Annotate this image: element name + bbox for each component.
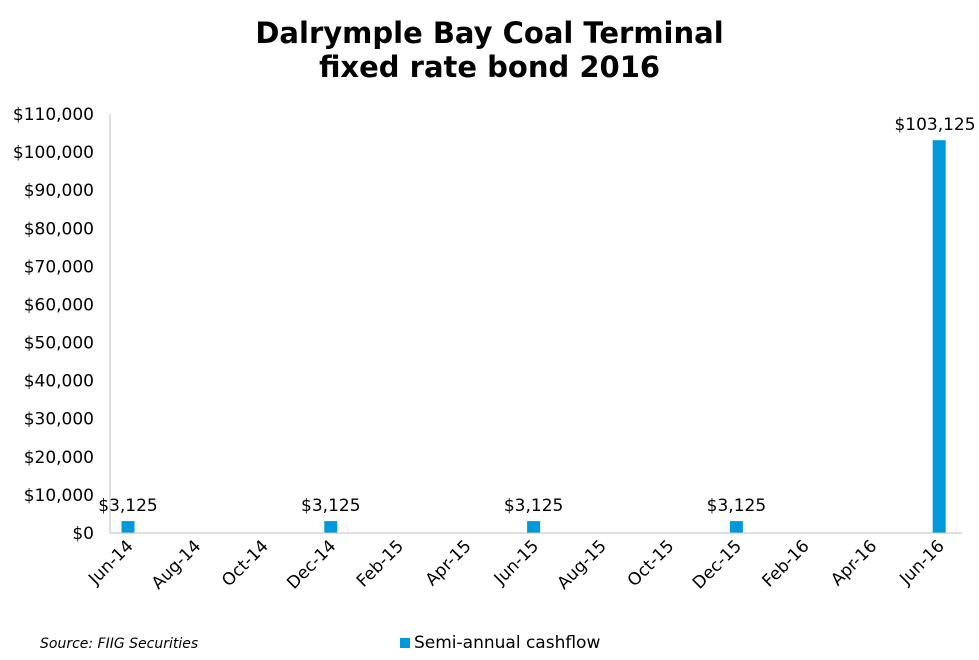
y-tick-label: $20,000 xyxy=(24,448,94,468)
source-note: Source: FIIG Securities xyxy=(40,636,199,652)
x-tick-label: Aug-14 xyxy=(148,536,205,593)
legend-label: Semi-annual cashflow xyxy=(414,633,601,653)
y-tick-label: $110,000 xyxy=(13,105,94,125)
bar xyxy=(527,521,541,533)
x-tick-label: Dec-15 xyxy=(689,536,746,593)
y-tick-label: $80,000 xyxy=(24,219,94,239)
data-label: $3,125 xyxy=(707,496,766,516)
y-tick-label: $30,000 xyxy=(24,410,94,430)
chart-title: Dalrymple Bay Coal Terminal fixed rate b… xyxy=(0,16,979,84)
x-tick-label: Aug-15 xyxy=(553,536,610,593)
y-tick-label: $0 xyxy=(72,524,94,544)
x-tick-label: Apr-16 xyxy=(827,536,881,590)
data-label: $3,125 xyxy=(98,496,157,516)
data-label: $103,125 xyxy=(894,115,975,135)
x-tick-label: Jun-14 xyxy=(84,536,137,589)
bars xyxy=(121,140,946,533)
bar xyxy=(324,521,338,533)
chart-title-line-1: Dalrymple Bay Coal Terminal xyxy=(255,16,724,50)
x-tick-label: Feb-15 xyxy=(353,536,408,591)
chart-title-line-2: fixed rate bond 2016 xyxy=(318,50,661,84)
x-axis-tick-labels: Jun-14 Aug-14 Oct-14 Dec-14 Feb-15 Apr-15 Jun-… xyxy=(84,536,948,593)
y-tick-label: $90,000 xyxy=(24,181,94,201)
y-tick-label: $60,000 xyxy=(24,295,94,315)
data-label: $3,125 xyxy=(301,496,360,516)
x-tick-label: Dec-14 xyxy=(283,536,340,593)
bar xyxy=(121,521,135,533)
y-tick-label: $50,000 xyxy=(24,334,94,354)
x-tick-label: Jun-16 xyxy=(895,536,948,589)
y-tick-label: $10,000 xyxy=(24,486,94,506)
bar xyxy=(729,521,743,533)
x-tick-label: Apr-15 xyxy=(422,536,476,590)
y-tick-label: $100,000 xyxy=(13,143,94,163)
x-tick-label: Oct-14 xyxy=(218,536,273,591)
legend-swatch xyxy=(400,638,410,648)
y-axis-tick-labels: $0 $10,000 $20,000 $30,000 $40,000 $50,000 $60… xyxy=(13,105,94,544)
x-tick-label: Feb-16 xyxy=(758,536,813,591)
legend: Semi-annual cashflow xyxy=(400,633,600,653)
y-tick-label: $70,000 xyxy=(24,257,94,277)
data-label: $3,125 xyxy=(504,496,563,516)
data-labels: $3,125 $3,125 $3,125 $3,125 $103,125 xyxy=(98,115,975,516)
x-tick-label: Jun-15 xyxy=(490,536,543,589)
y-tick-label: $40,000 xyxy=(24,372,94,392)
bar xyxy=(932,140,946,533)
x-tick-label: Oct-15 xyxy=(624,536,679,591)
